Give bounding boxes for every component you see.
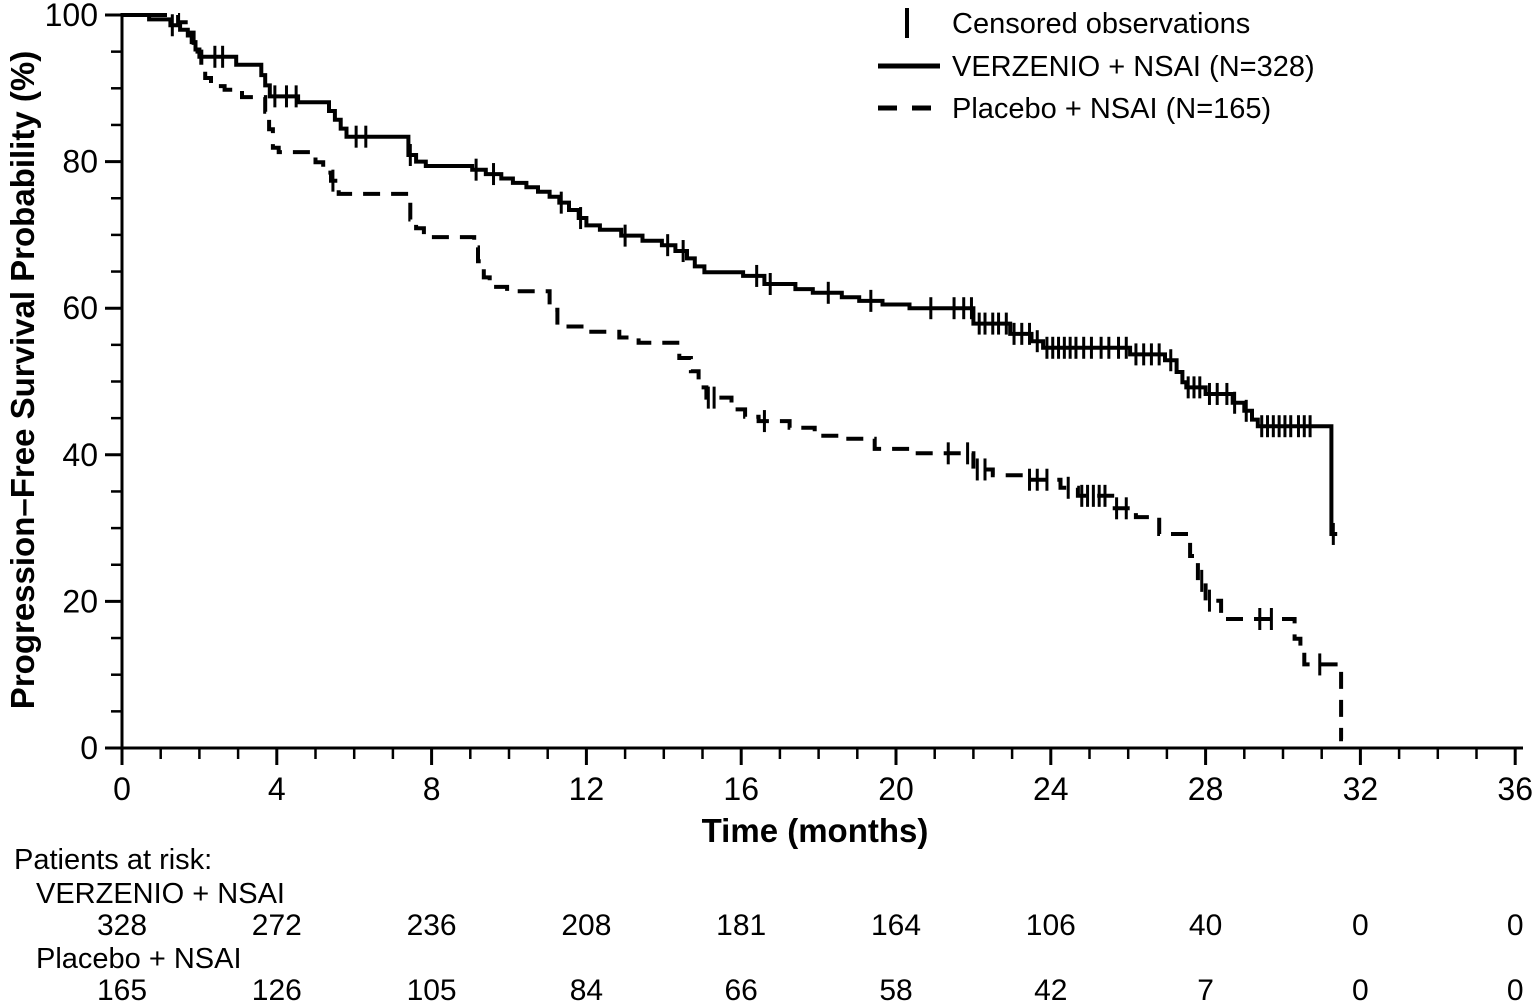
x-tick-label: 20	[878, 771, 914, 807]
x-tick-label: 0	[113, 771, 131, 807]
x-tick-label: 36	[1497, 771, 1533, 807]
risk-count: 40	[1189, 909, 1222, 942]
risk-numbers-layer: 328 272 236 208 181 164 106 40 0 0 165 126 105 84 66 58…	[97, 909, 1524, 1007]
risk-count: 328	[97, 909, 147, 942]
y-tick-label: 0	[80, 730, 98, 766]
risk-count: 106	[1026, 909, 1076, 942]
risk-count: 42	[1034, 974, 1067, 1007]
risk-row-label-verzenio: VERZENIO + NSAI	[36, 878, 285, 910]
risk-count: 0	[1352, 974, 1369, 1007]
x-axis-title: Time (months)	[702, 812, 929, 849]
risk-count: 105	[407, 974, 457, 1007]
x-tick-label: 16	[723, 771, 759, 807]
risk-count: 181	[716, 909, 766, 942]
risk-count: 164	[871, 909, 921, 942]
legend: Censored observations VERZENIO + NSAI (N…	[878, 8, 1315, 125]
risk-count: 208	[561, 909, 611, 942]
legend-label-verzenio: VERZENIO + NSAI (N=328)	[952, 51, 1315, 83]
risk-count: 66	[725, 974, 758, 1007]
y-tick-label: 80	[62, 144, 98, 180]
x-tick-label: 32	[1343, 771, 1379, 807]
x-tick-label: 24	[1033, 771, 1069, 807]
km-curve-placebo	[122, 13, 1344, 742]
risk-count: 236	[407, 909, 457, 942]
risk-table-title: Patients at risk:	[14, 844, 212, 876]
x-tick-label: 12	[569, 771, 605, 807]
risk-count: 165	[97, 974, 147, 1007]
risk-count: 272	[252, 909, 302, 942]
risk-count: 7	[1197, 974, 1214, 1007]
axes-layer: 0 20 40 60 80 100 0 4 8 12 16 20 24 28 32 36	[45, 0, 1533, 807]
risk-count: 0	[1352, 909, 1369, 942]
x-tick-label: 8	[423, 771, 441, 807]
x-tick-label: 4	[268, 771, 286, 807]
legend-label-censored: Censored observations	[952, 8, 1250, 40]
risk-count: 0	[1507, 974, 1524, 1007]
risk-count: 126	[252, 974, 302, 1007]
risk-count: 58	[879, 974, 912, 1007]
risk-row-label-placebo: Placebo + NSAI	[36, 943, 242, 975]
y-tick-label: 60	[62, 290, 98, 326]
y-tick-label: 40	[62, 437, 98, 473]
y-axis-title: Progression–Free Survival Probability (%…	[4, 51, 41, 709]
x-tick-label: 28	[1188, 771, 1224, 807]
risk-count: 84	[570, 974, 603, 1007]
series-layer	[122, 13, 1344, 742]
risk-table: Patients at risk: VERZENIO + NSAI Placeb…	[14, 844, 285, 975]
y-tick-label: 100	[45, 0, 98, 33]
km-curve-verzenio	[122, 13, 1338, 536]
risk-count: 0	[1507, 909, 1524, 942]
y-tick-label: 20	[62, 583, 98, 619]
legend-label-placebo: Placebo + NSAI (N=165)	[952, 93, 1271, 125]
